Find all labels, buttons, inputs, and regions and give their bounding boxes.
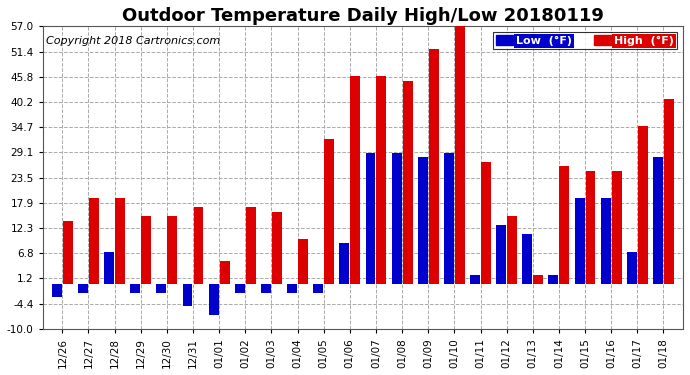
Bar	[575, 198, 584, 284]
Title: Outdoor Temperature Daily High/Low 20180119: Outdoor Temperature Daily High/Low 20180…	[122, 7, 604, 25]
Bar	[481, 162, 491, 284]
Bar	[586, 171, 595, 284]
Bar	[653, 158, 663, 284]
Bar	[496, 225, 506, 284]
Bar	[168, 216, 177, 284]
Bar	[272, 211, 282, 284]
Bar	[403, 81, 413, 284]
Bar	[246, 207, 256, 284]
Text: Copyright 2018 Cartronics.com: Copyright 2018 Cartronics.com	[46, 36, 220, 46]
Bar	[638, 126, 648, 284]
Bar	[627, 252, 637, 284]
Bar	[261, 284, 271, 293]
Bar	[324, 140, 334, 284]
Bar	[52, 284, 62, 297]
Bar	[235, 284, 245, 293]
Bar	[63, 220, 72, 284]
Bar	[444, 153, 454, 284]
Legend: Low  (°F), High  (°F): Low (°F), High (°F)	[493, 32, 678, 50]
Bar	[298, 239, 308, 284]
Bar	[313, 284, 323, 293]
Bar	[104, 252, 114, 284]
Bar	[115, 198, 125, 284]
Bar	[601, 198, 611, 284]
Bar	[208, 284, 219, 315]
Bar	[130, 284, 140, 293]
Bar	[549, 275, 558, 284]
Bar	[507, 216, 517, 284]
Bar	[455, 27, 465, 284]
Bar	[522, 234, 532, 284]
Bar	[219, 261, 230, 284]
Bar	[664, 99, 674, 284]
Bar	[157, 284, 166, 293]
Bar	[141, 216, 151, 284]
Bar	[533, 275, 543, 284]
Bar	[183, 284, 193, 306]
Bar	[470, 275, 480, 284]
Bar	[193, 207, 204, 284]
Bar	[351, 76, 360, 284]
Bar	[417, 158, 428, 284]
Bar	[339, 243, 349, 284]
Bar	[78, 284, 88, 293]
Bar	[366, 153, 375, 284]
Bar	[392, 153, 402, 284]
Bar	[287, 284, 297, 293]
Bar	[89, 198, 99, 284]
Bar	[560, 166, 569, 284]
Bar	[377, 76, 386, 284]
Bar	[612, 171, 622, 284]
Bar	[428, 49, 439, 284]
